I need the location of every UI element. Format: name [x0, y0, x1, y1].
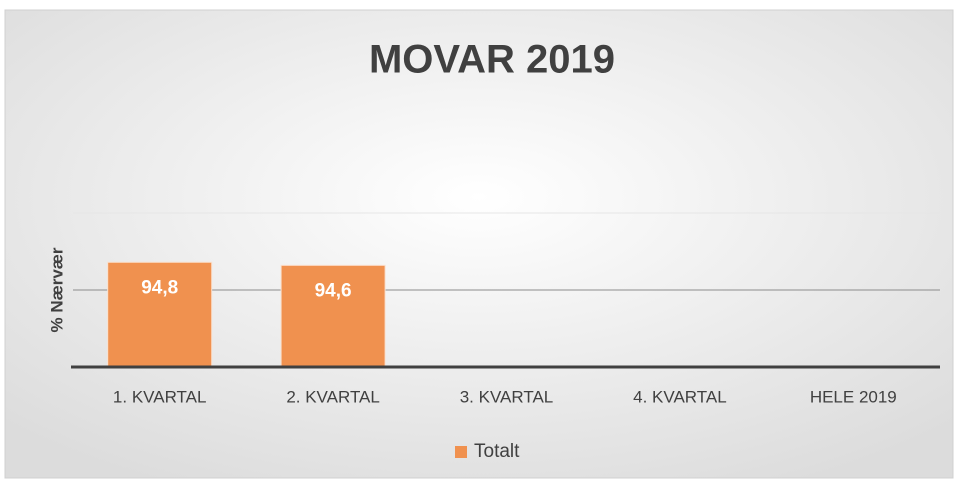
x-tick-label: 3. KVARTAL	[460, 387, 554, 406]
legend-label: Totalt	[474, 441, 520, 462]
chart-area	[4, 9, 954, 479]
x-tick-label: 4. KVARTAL	[633, 387, 727, 406]
bar	[280, 264, 386, 368]
legend-swatch	[455, 446, 467, 458]
x-tick-label: 2. KVARTAL	[286, 387, 380, 406]
data-label: 94,8	[141, 277, 178, 298]
x-tick-label: 1. KVARTAL	[113, 387, 207, 406]
bar	[107, 261, 213, 368]
y-axis-label: % Nærvær	[47, 247, 66, 332]
chart-title: MOVAR 2019	[369, 38, 615, 82]
data-label: 94,6	[315, 280, 352, 301]
x-tick-label: HELE 2019	[810, 387, 897, 406]
